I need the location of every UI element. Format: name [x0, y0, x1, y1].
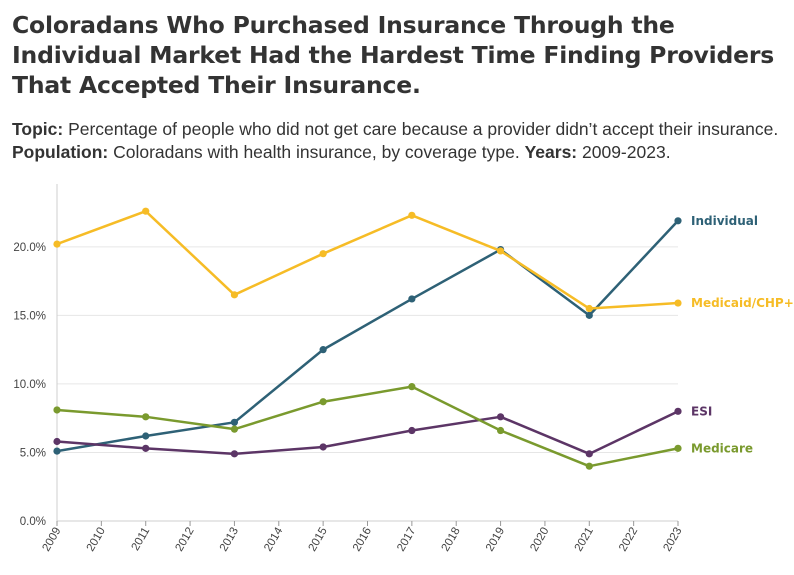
x-tick-label: 2015 — [307, 526, 330, 554]
medicare-series-label: Medicare — [691, 441, 753, 455]
x-tick-label: 2019 — [484, 526, 507, 554]
years-text: 2009-2023. — [577, 142, 671, 162]
individual-point — [142, 432, 150, 440]
medicare-point — [319, 398, 327, 406]
x-tick-label: 2021 — [573, 526, 596, 554]
x-tick-label: 2009 — [40, 526, 63, 554]
esi-point — [496, 413, 505, 421]
esi-point — [408, 426, 416, 435]
individual-series-label: Individual — [691, 214, 758, 228]
individual-point — [230, 418, 239, 426]
chart-subtitle: Topic: Percentage of people who did not … — [12, 118, 787, 164]
x-tick-label: 2017 — [395, 526, 418, 554]
medicaid-chp-series-label: Medicaid/CHP+ — [691, 296, 794, 310]
topic-label: Topic: — [12, 119, 64, 139]
x-tick-label: 2022 — [617, 526, 640, 554]
x-tick-label: 2010 — [85, 526, 108, 554]
medicare-point — [585, 462, 593, 470]
medicare-point — [674, 444, 682, 452]
medicare-point — [53, 406, 61, 414]
medicaid-chp-point — [408, 211, 416, 219]
medicare-point — [142, 413, 150, 421]
population-label: Population: — [12, 142, 109, 162]
individual-point — [319, 346, 327, 354]
individual-point — [53, 447, 61, 455]
medicaid-chp-point — [585, 304, 593, 313]
chart-title: Coloradans Who Purchased Insurance Throu… — [12, 11, 775, 99]
y-tick-label: 20.0% — [13, 242, 46, 254]
y-tick-label: 10.0% — [13, 379, 46, 391]
medicare-point — [496, 426, 505, 435]
x-tick-label: 2011 — [130, 526, 153, 553]
x-tick-label: 2014 — [262, 525, 285, 554]
individual-point — [408, 295, 416, 303]
medicaid-chp-point — [674, 299, 682, 307]
x-tick-label: 2020 — [528, 526, 551, 554]
y-tick-label: 0.0% — [20, 516, 46, 528]
medicaid-chp-point — [142, 207, 150, 215]
esi-point — [585, 450, 593, 458]
x-tick-label: 2016 — [351, 526, 374, 554]
esi-point — [142, 444, 150, 452]
x-tick-label: 2023 — [661, 526, 684, 554]
x-tick-label: 2018 — [440, 526, 463, 554]
y-tick-label: 15.0% — [13, 310, 46, 322]
esi-point — [319, 443, 327, 451]
medicare-point — [408, 383, 416, 391]
esi-point — [53, 437, 61, 446]
medicaid-chp-point — [496, 247, 505, 255]
medicaid-chp-point — [319, 250, 327, 258]
esi-point — [230, 450, 239, 458]
y-tick-label: 5.0% — [20, 447, 46, 459]
x-tick-label: 2013 — [218, 526, 241, 554]
x-tick-label: 2012 — [173, 526, 196, 554]
medicaid-chp-point — [53, 240, 61, 248]
medicaid-chp-point — [230, 291, 239, 299]
medicare-point — [230, 425, 239, 433]
medicaid-chp-line — [56, 209, 679, 310]
individual-point — [585, 311, 593, 319]
topic-text: Percentage of people who did not get car… — [63, 119, 779, 139]
individual-point — [674, 217, 682, 225]
esi-point — [674, 407, 682, 415]
esi-series-label: ESI — [691, 404, 712, 418]
esi-line — [56, 410, 679, 456]
population-text: Coloradans with health insurance, by cov… — [108, 142, 525, 162]
medicare-line — [56, 385, 679, 468]
years-label: Years: — [524, 142, 578, 162]
individual-line — [56, 219, 679, 453]
